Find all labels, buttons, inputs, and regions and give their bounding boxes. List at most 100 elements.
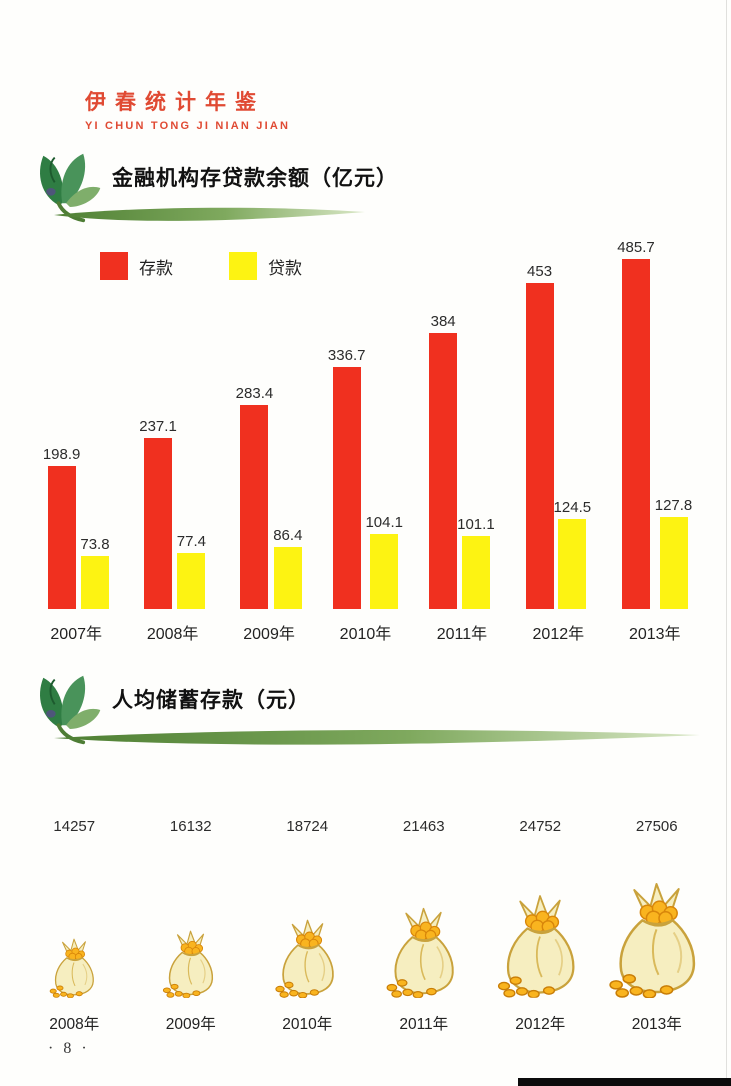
chart1-column: 384 101.1 2011年	[414, 236, 510, 644]
loan-bar	[659, 517, 688, 609]
bar-value-label: 73.8	[80, 536, 110, 553]
deposit-bar	[240, 405, 269, 609]
bar-group: 198.9 73.8	[43, 236, 110, 609]
x-axis-year-label: 2007年	[50, 626, 103, 643]
legend-label: 存款	[139, 258, 173, 278]
bar-value-label: 127.8	[654, 497, 693, 514]
bar-value-label: 77.4	[176, 533, 206, 550]
green-swoosh-underline	[54, 729, 700, 745]
picto-value-label: 27506	[635, 818, 678, 835]
chart1-column: 237.1 77.4 2008年	[124, 236, 220, 644]
yearbook-title: 伊春统计年鉴	[85, 91, 265, 114]
bar-group: 336.7 104.1	[328, 236, 403, 609]
bar-with-label: 384	[429, 313, 458, 609]
x-axis-year-label: 2011年	[436, 626, 488, 643]
legend-swatch	[229, 252, 257, 280]
bar-with-label: 77.4	[177, 533, 206, 609]
money-bag-icon	[161, 930, 220, 998]
loan-bar	[558, 519, 587, 609]
bar-with-label: 485.7	[617, 239, 655, 609]
bar-value-label: 283.4	[235, 385, 274, 402]
bar-with-label: 453	[525, 263, 554, 609]
loan-bar	[80, 556, 109, 609]
loan-bar	[273, 547, 302, 609]
deposit-loan-bar-chart: 存款 贷款 198.9 73.8 2007年 237.1 77.4 2008年 283.4 86…	[28, 236, 703, 644]
chart1-column: 453 124.5 2012年	[510, 236, 606, 644]
bar-group: 453 124.5	[525, 236, 591, 609]
deposit-bar	[144, 438, 173, 609]
money-bag-box	[599, 840, 716, 998]
bar-value-label: 101.1	[457, 516, 495, 533]
picto-value-label: 16132	[169, 818, 212, 835]
money-bag-box	[249, 840, 366, 998]
bar-value-label: 237.1	[139, 418, 177, 435]
bar-group: 283.4 86.4	[235, 236, 302, 609]
x-axis-year-label: 2009年	[243, 626, 295, 643]
picto-year-label: 2011年	[399, 1016, 449, 1033]
legend-item: 贷款	[229, 252, 302, 280]
section1-title: 金融机构存贷款余额（亿元）	[112, 167, 398, 190]
bar-value-label: 86.4	[273, 527, 303, 544]
bar-with-label: 86.4	[273, 527, 302, 609]
page-header: 伊春统计年鉴 YI CHUN TONG JI NIAN JIAN	[85, 86, 290, 132]
x-axis-year-label: 2008年	[146, 626, 199, 643]
picto-value-label: 21463	[402, 818, 445, 835]
picto-value-label: 14257	[53, 818, 96, 835]
deposit-bar	[429, 333, 458, 609]
picto-year-label: 2010年	[282, 1016, 333, 1033]
bar-with-label: 101.1	[457, 516, 495, 609]
picto-column: 16132 2009年	[133, 818, 250, 1034]
chart1-column: 336.7 104.1 2010年	[317, 236, 413, 644]
bar-with-label: 283.4	[235, 385, 274, 609]
picto-column: 14257 2008年	[16, 818, 133, 1034]
deposit-bar	[332, 367, 361, 609]
bar-group: 384 101.1	[429, 236, 495, 609]
bar-with-label: 336.7	[327, 347, 366, 609]
bar-with-label: 73.8	[80, 536, 110, 609]
loan-bar	[370, 534, 399, 609]
chart1-column: 283.4 86.4 2009年	[221, 236, 317, 644]
section2-title: 人均储蓄存款（元）	[112, 689, 310, 712]
bar-value-label: 198.9	[42, 446, 81, 463]
loan-bar	[461, 536, 490, 609]
chart1-column: 485.7 127.8 2013年	[607, 236, 703, 644]
section1-head: 金融机构存贷款余额（亿元）	[0, 148, 731, 238]
chart-legend: 存款 贷款	[100, 252, 358, 280]
money-bag-icon	[384, 907, 463, 998]
legend-label: 贷款	[268, 258, 302, 278]
green-swoosh-underline	[54, 207, 365, 221]
x-axis-year-label: 2013年	[628, 626, 681, 643]
deposit-bar	[525, 283, 554, 609]
bar-with-label: 124.5	[554, 499, 591, 609]
deposit-bar	[47, 466, 76, 609]
scan-edge-line	[726, 0, 727, 1086]
bar-value-label: 104.1	[365, 514, 404, 531]
picto-column: 18724 2010年	[249, 818, 366, 1034]
chart1-column: 198.9 73.8 2007年	[28, 236, 124, 644]
per-capita-savings-pictogram: 14257 2008年 16132 2009年 18724 2010年 21463 2011年…	[16, 818, 715, 1034]
money-bag-icon	[495, 894, 585, 998]
section2-head: 人均储蓄存款（元）	[0, 670, 731, 760]
picto-column: 27506 2013年	[599, 818, 716, 1034]
bar-value-label: 336.7	[327, 347, 366, 364]
bar-group: 237.1 77.4	[139, 236, 206, 609]
picto-value-label: 18724	[286, 818, 329, 835]
yearbook-title-pinyin: YI CHUN TONG JI NIAN JIAN	[85, 120, 291, 132]
money-bag-icon	[273, 919, 342, 998]
money-bag-icon	[48, 938, 100, 998]
x-axis-year-label: 2012年	[532, 626, 585, 643]
picto-year-label: 2008年	[49, 1016, 100, 1033]
x-axis-year-label: 2010年	[339, 626, 392, 643]
money-bag-icon	[606, 882, 707, 998]
money-bag-box	[133, 840, 250, 998]
bar-with-label: 127.8	[654, 497, 693, 609]
picto-year-label: 2012年	[515, 1016, 566, 1033]
bar-value-label: 384	[430, 313, 456, 330]
bar-with-label: 104.1	[365, 514, 403, 609]
picto-column: 24752 2012年	[482, 818, 599, 1034]
bar-with-label: 198.9	[42, 446, 81, 609]
bar-value-label: 485.7	[617, 239, 655, 256]
picto-value-label: 24752	[519, 818, 562, 835]
legend-item: 存款	[100, 252, 173, 280]
